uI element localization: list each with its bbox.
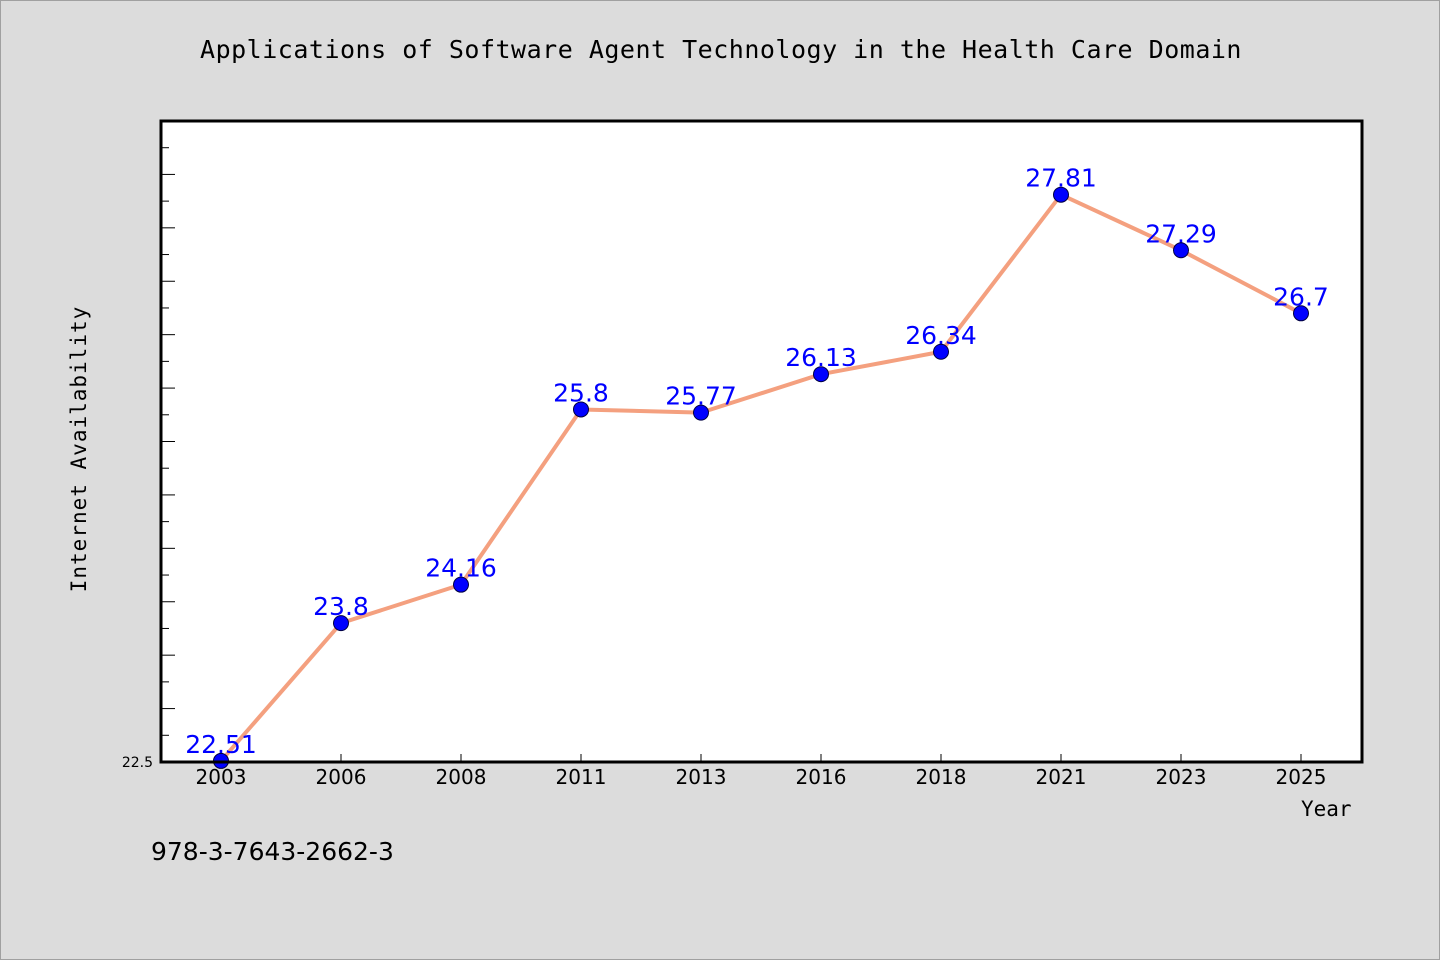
x-tick-label: 2006 <box>316 765 367 789</box>
x-tick-label: 2021 <box>1036 765 1087 789</box>
plot-area <box>161 121 1362 762</box>
data-point <box>333 615 349 632</box>
x-tick-label: 2023 <box>1156 765 1207 789</box>
plot-frame <box>159 119 1364 764</box>
data-point <box>813 366 829 383</box>
x-axis-label: Year <box>1301 797 1352 821</box>
x-tick-label: 2018 <box>916 765 967 789</box>
x-tick-label: 2025 <box>1276 765 1327 789</box>
x-tick-label: 2013 <box>676 765 727 789</box>
x-tick-label: 2003 <box>196 765 247 789</box>
data-point <box>1053 186 1069 203</box>
x-tick-label: 2011 <box>556 765 607 789</box>
data-point <box>1293 305 1309 322</box>
y-tick-label: 22.5 <box>122 755 153 771</box>
data-point <box>1173 242 1189 259</box>
series-line <box>219 192 1302 763</box>
data-point <box>573 401 589 418</box>
data-point <box>453 576 469 593</box>
x-tick-label: 2008 <box>436 765 487 789</box>
x-tick-label: 2016 <box>796 765 847 789</box>
data-point <box>933 343 949 360</box>
chart-title: Applications of Software Agent Technolog… <box>200 35 1242 64</box>
isbn-text: 978-3-7643-2662-3 <box>151 837 394 866</box>
data-point <box>693 404 709 421</box>
